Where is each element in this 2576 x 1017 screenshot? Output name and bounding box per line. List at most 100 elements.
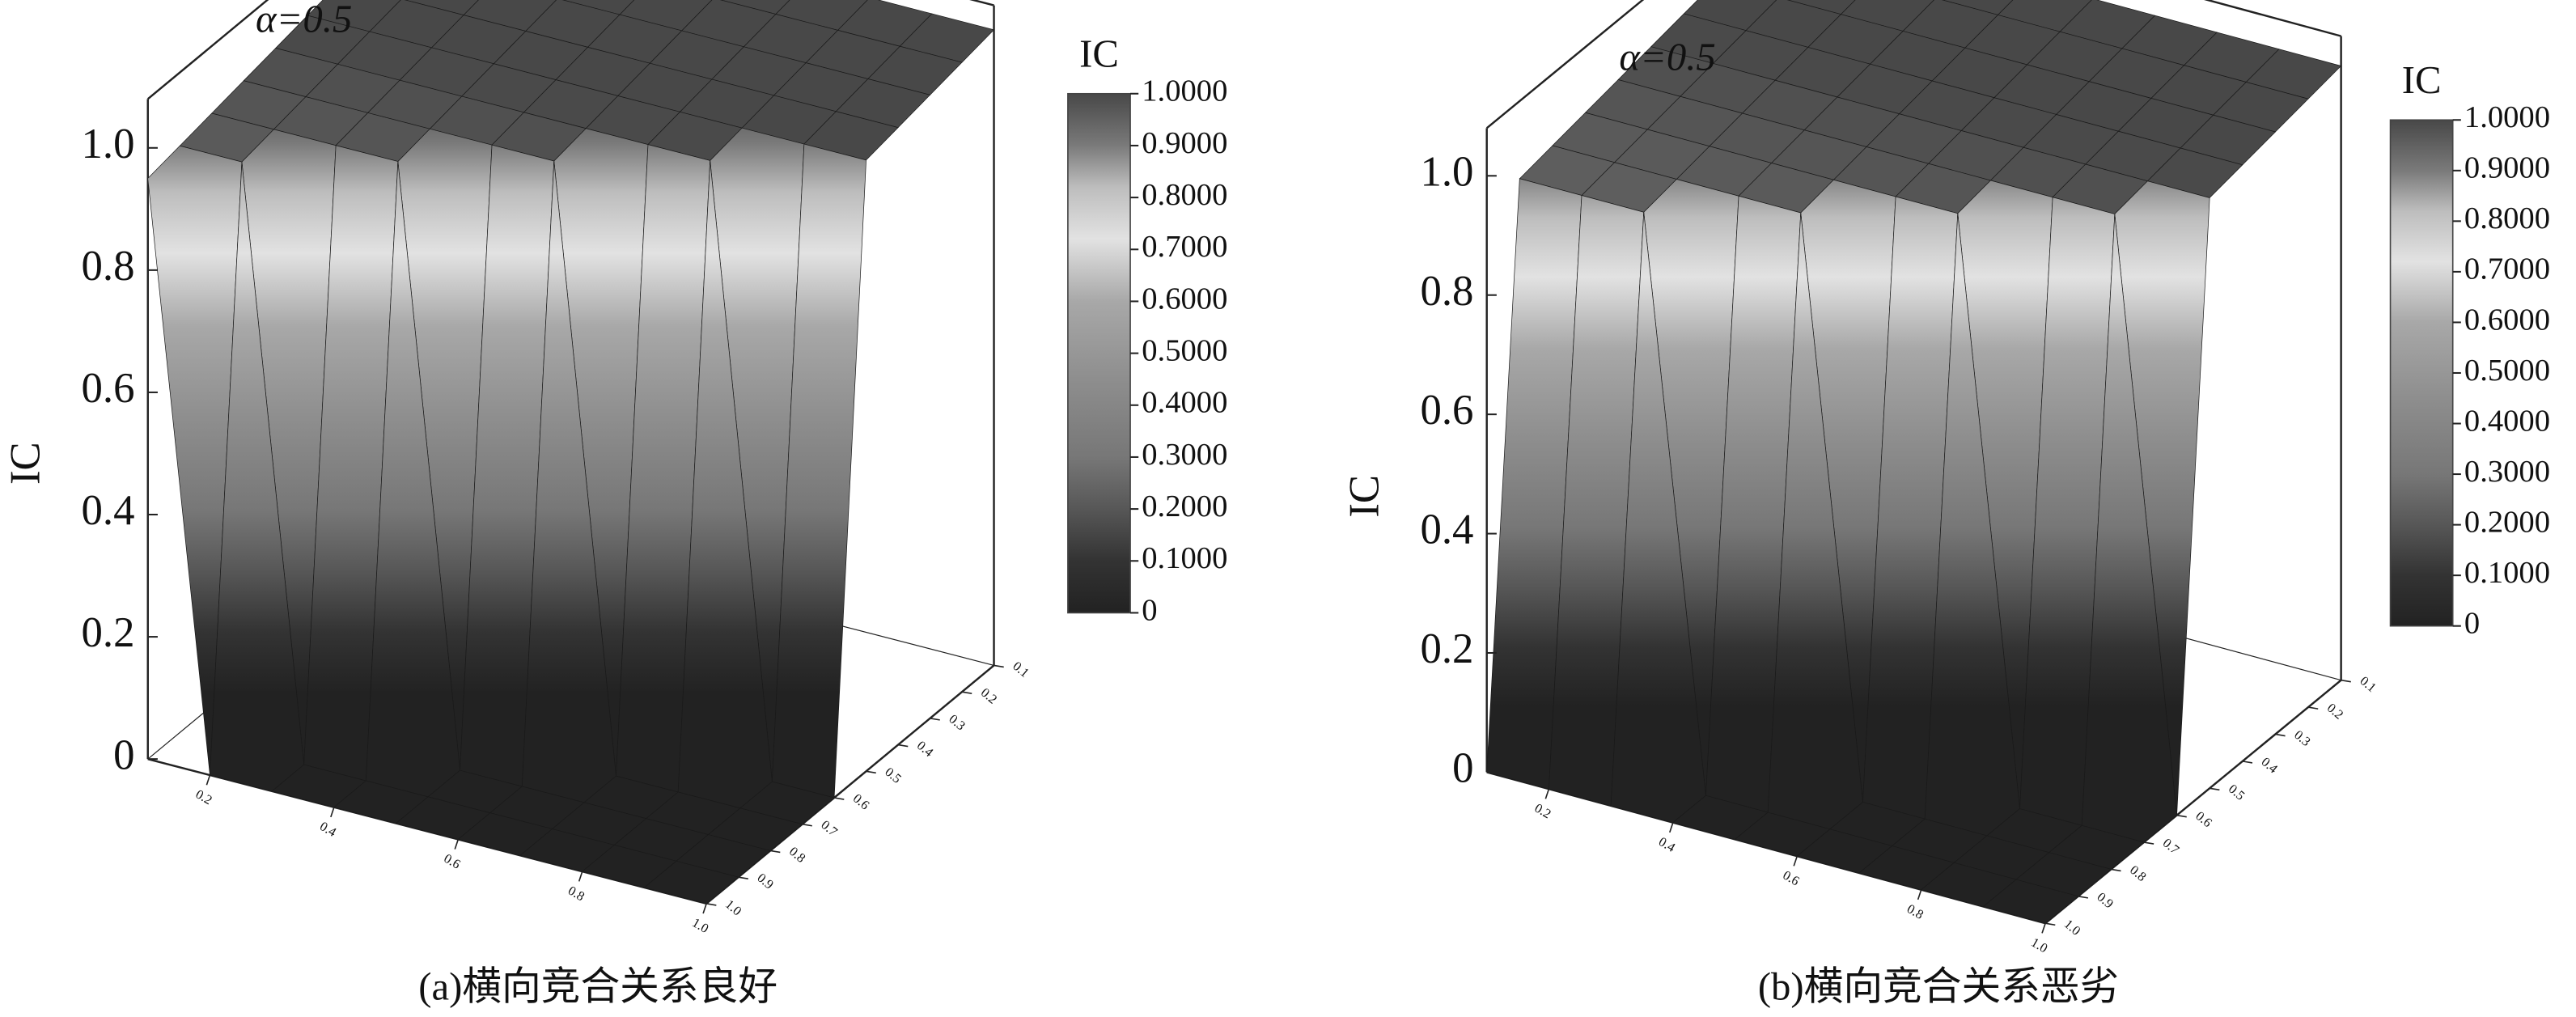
z-tick-label: 0.8 <box>82 243 135 290</box>
z-tick-label: 0.4 <box>82 487 135 534</box>
colorbar-tick-label: 0.4000 <box>1142 386 1227 420</box>
y-tick <box>866 770 876 774</box>
z-tick-label: 0 <box>1452 745 1473 792</box>
colorbar-tick-label: 0.5000 <box>2464 354 2550 388</box>
y-tick <box>2275 733 2286 737</box>
caption: (b)横向竞合关系恶劣 <box>1758 965 2120 1009</box>
y-tick <box>802 823 812 827</box>
colorbar-tick-label: 0 <box>2464 607 2480 641</box>
colorbar-tick-label: 0.1000 <box>1142 541 1227 575</box>
y-tick <box>994 664 1004 668</box>
y-tick-label: 0.8 <box>2127 862 2149 884</box>
box-edge <box>2204 0 2341 37</box>
z-tick-label: 0.8 <box>1420 268 1473 315</box>
x-tick <box>702 903 707 914</box>
y-tick <box>2307 706 2319 710</box>
colorbar-tick-label: 0.9000 <box>2464 151 2550 185</box>
x-tick-label: 0.4 <box>317 819 339 840</box>
y-tick-label: 0.2 <box>978 685 1000 707</box>
colorbar-tick-label: 1.0000 <box>2464 100 2550 134</box>
y-tick-label: 1.0 <box>2061 917 2083 939</box>
colorbar-tick-label: 0.7000 <box>2464 252 2550 286</box>
y-tick-label: 0.9 <box>2094 890 2116 912</box>
box-edge <box>146 0 269 100</box>
z-tick-label: 0.2 <box>82 609 135 656</box>
colorbar-tick-label: 0.2000 <box>1142 489 1227 523</box>
y-tick <box>2242 761 2253 764</box>
x-tick <box>330 807 335 818</box>
y-tick-label: 0.4 <box>914 738 936 760</box>
colorbar-tick-label: 0.3000 <box>2464 455 2550 489</box>
y-tick-label: 0.3 <box>946 712 968 734</box>
z-tick-label: 0.6 <box>82 365 135 412</box>
z-tick-label: 0.6 <box>1420 387 1473 434</box>
colorbar-tick-label: 0.6000 <box>2464 303 2550 337</box>
chart-title: α=0.5 <box>1619 35 1715 78</box>
colorbar <box>2389 119 2454 627</box>
z-axis-label: IC <box>2 442 49 485</box>
z-tick-label: 1.0 <box>82 121 135 167</box>
y-tick-label: 0.3 <box>2291 727 2313 749</box>
x-tick-label: 0.2 <box>193 786 215 807</box>
x-tick-label: 0.4 <box>1656 834 1678 855</box>
colorbar-tick-label: 0 <box>1142 593 1157 627</box>
y-tick <box>2176 814 2187 818</box>
x-tick-label: 0.6 <box>1780 868 1802 889</box>
y-tick <box>738 876 748 879</box>
y-tick <box>2044 922 2056 926</box>
z-tick-label: 0 <box>113 731 134 778</box>
y-tick-label: 0.9 <box>754 871 776 892</box>
y-tick-label: 0.5 <box>882 765 904 786</box>
y-tick <box>2341 679 2351 683</box>
colorbar-tick-label: 0.6000 <box>1142 282 1227 316</box>
colorbar-tick-label: 0.1000 <box>2464 556 2550 590</box>
colorbar-title: IC <box>2402 58 2442 102</box>
x-tick <box>1544 788 1550 799</box>
y-tick-label: 0.8 <box>786 844 808 866</box>
y-tick-label: 0.7 <box>818 817 840 839</box>
y-tick-label: 1.0 <box>722 897 744 919</box>
y-tick <box>769 850 781 854</box>
y-tick <box>2111 868 2121 872</box>
x-tick-label: 0.8 <box>1904 901 1926 922</box>
y-tick-label: 0.5 <box>2226 782 2248 803</box>
z-axis-label: IC <box>1341 475 1388 518</box>
x-tick-label: 1.0 <box>2028 935 2050 956</box>
colorbar-tick-label: 0.8000 <box>1142 178 1227 212</box>
colorbar-tick-label: 0.2000 <box>2464 505 2550 539</box>
y-tick-label: 0.1 <box>1010 659 1032 680</box>
y-tick <box>706 903 717 906</box>
x-tick <box>1793 855 1799 867</box>
colorbar-tick-label: 0.5000 <box>1142 333 1227 367</box>
colorbar-tick-label: 0.4000 <box>2464 404 2550 438</box>
colorbar-tick-label: 0.8000 <box>2464 201 2550 235</box>
y-tick <box>897 744 909 748</box>
y-tick-label: 0.2 <box>2324 701 2346 722</box>
colorbar-title: IC <box>1079 32 1119 75</box>
colorbar-tick-label: 0.3000 <box>1142 438 1227 472</box>
y-tick <box>2143 841 2154 845</box>
y-tick <box>833 797 845 800</box>
x-tick <box>454 839 460 850</box>
caption: (a)横向竞合关系良好 <box>418 965 777 1009</box>
y-tick <box>2210 787 2220 791</box>
x-tick <box>578 871 583 882</box>
y-tick-label: 0.4 <box>2259 755 2281 777</box>
colorbar-tick-label: 0.9000 <box>1142 126 1227 160</box>
y-tick-label: 0.6 <box>850 791 872 813</box>
x-tick <box>1669 822 1674 833</box>
x-tick-label: 1.0 <box>689 915 711 936</box>
x-tick-label: 0.2 <box>1532 801 1554 822</box>
chart-title: α=0.5 <box>256 0 352 41</box>
y-tick-label: 0.6 <box>2193 808 2214 830</box>
colorbar-tick-label: 1.0000 <box>1142 74 1227 108</box>
y-tick <box>2078 896 2089 899</box>
y-tick <box>930 718 940 721</box>
x-tick <box>205 774 211 786</box>
x-tick <box>1917 889 1922 900</box>
y-tick-label: 0.7 <box>2160 836 2182 858</box>
z-tick-label: 0.2 <box>1420 625 1473 672</box>
colorbar <box>1067 92 1131 614</box>
colorbar-tick-label: 0.7000 <box>1142 230 1227 264</box>
